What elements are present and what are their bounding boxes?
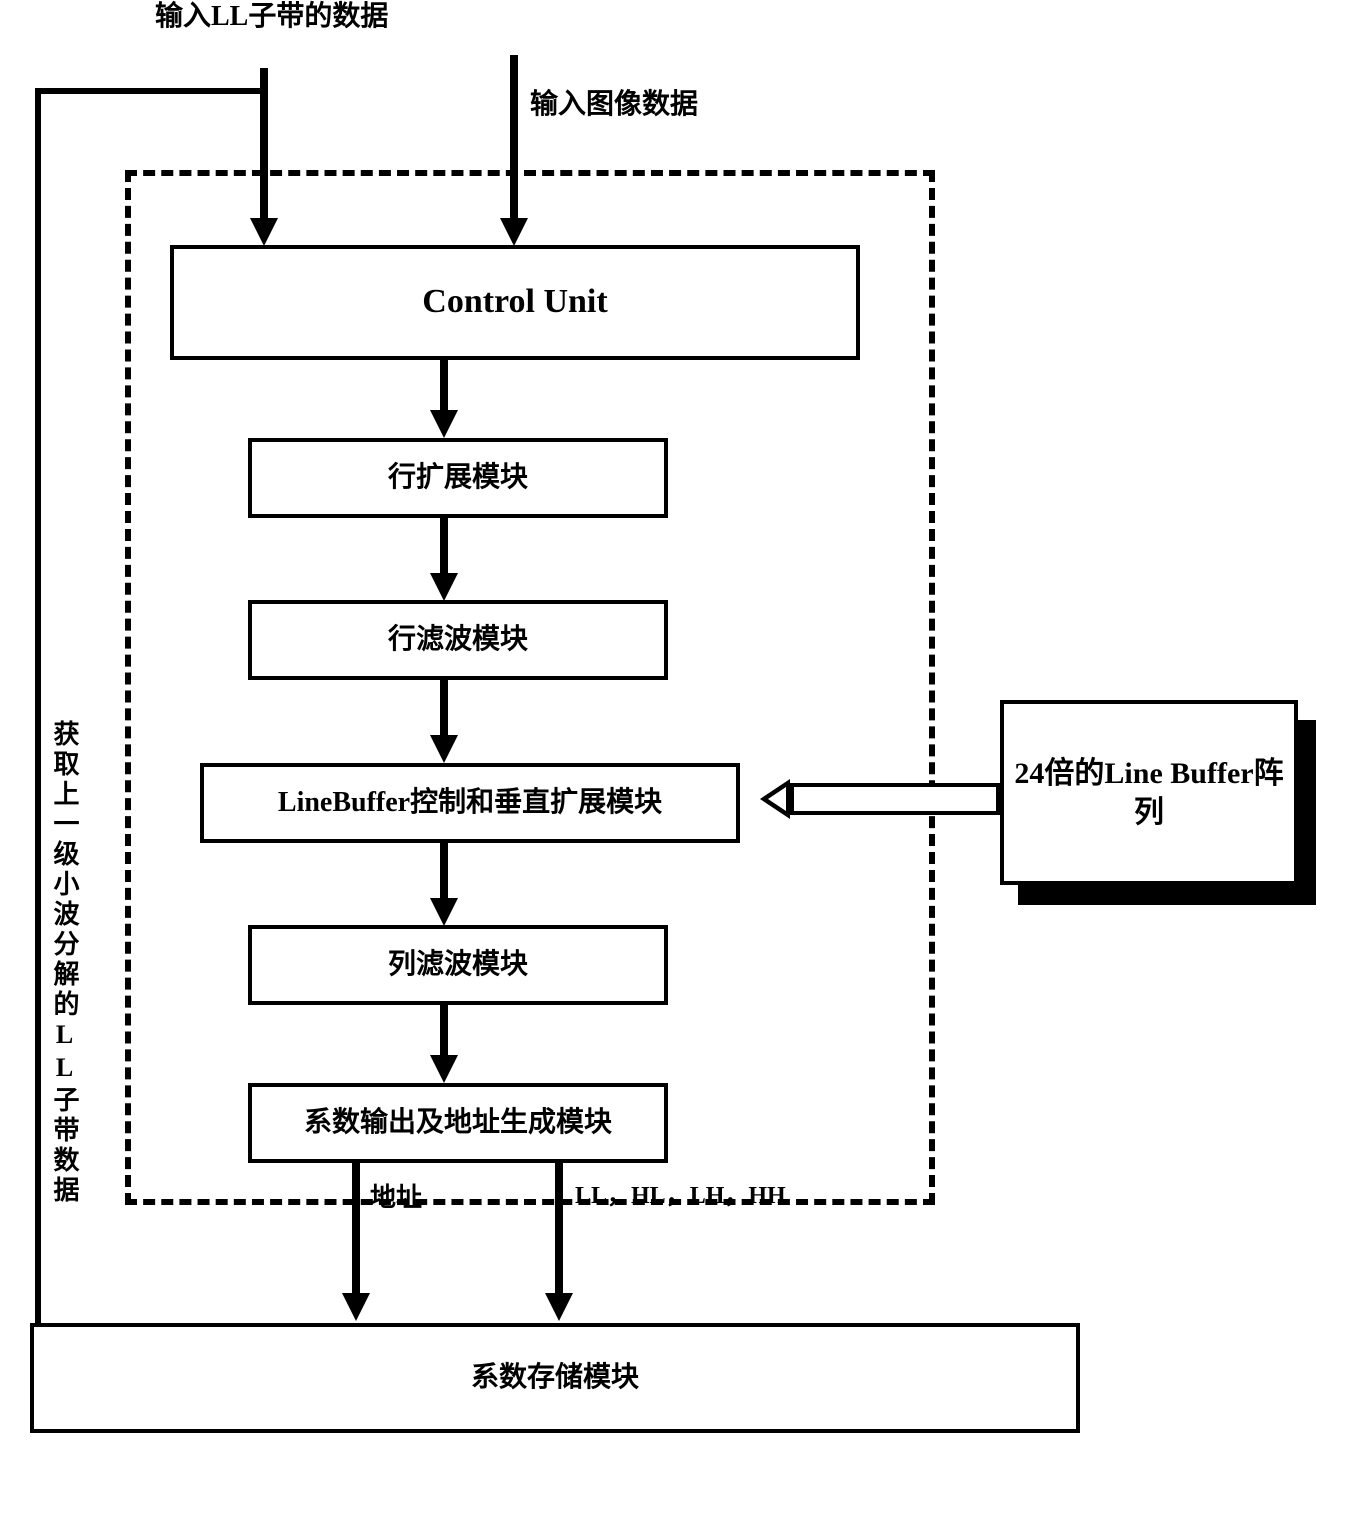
feedback-vertical bbox=[35, 88, 41, 1323]
arrow-rowexp-rowfilt-head bbox=[430, 573, 458, 601]
hollow-arrow-head bbox=[760, 779, 790, 819]
feedback-horizontal bbox=[35, 88, 260, 94]
arrow-colfilt-coeffout bbox=[440, 1005, 448, 1060]
arrow-rowexp-rowfilt bbox=[440, 518, 448, 578]
feedback-label: 获取上一级小波分解的LL子带数据 bbox=[45, 720, 84, 1206]
address-label: 地址 bbox=[370, 1182, 422, 1213]
arrow-cu-rowexp-head bbox=[430, 410, 458, 438]
linebuffer-control-text: LineBuffer控制和垂直扩展模块 bbox=[274, 781, 666, 825]
arrow-colfilt-coeffout-head bbox=[430, 1055, 458, 1083]
arrow-rowfilt-lbc bbox=[440, 680, 448, 740]
row-filter-text: 行滤波模块 bbox=[384, 618, 532, 662]
arrow-subbands-head bbox=[545, 1293, 573, 1321]
arrow-address-head bbox=[342, 1293, 370, 1321]
coeff-output-box: 系数输出及地址生成模块 bbox=[248, 1083, 668, 1163]
subbands-label: LL，HL，LH，HH bbox=[575, 1182, 786, 1211]
arrow-lbc-colfilt-head bbox=[430, 898, 458, 926]
coeff-output-text: 系数输出及地址生成模块 bbox=[300, 1101, 616, 1145]
arrow-address bbox=[352, 1163, 360, 1298]
buffer-array-text: 24倍的Line Buffer阵列 bbox=[1004, 744, 1294, 842]
row-expand-box: 行扩展模块 bbox=[248, 438, 668, 518]
linebuffer-control-box: LineBuffer控制和垂直扩展模块 bbox=[200, 763, 740, 843]
hollow-arrow-bar bbox=[790, 783, 1000, 815]
row-expand-text: 行扩展模块 bbox=[384, 456, 532, 500]
coeff-storage-box: 系数存储模块 bbox=[30, 1323, 1080, 1433]
control-unit-box: Control Unit bbox=[170, 245, 860, 360]
col-filter-text: 列滤波模块 bbox=[384, 943, 532, 987]
row-filter-box: 行滤波模块 bbox=[248, 600, 668, 680]
input-image-data-label: 输入图像数据 bbox=[530, 88, 698, 122]
diagram-container: 输入LL子带的数据 输入图像数据 Control Unit 行扩展模块 行滤波模… bbox=[0, 0, 1364, 1520]
col-filter-box: 列滤波模块 bbox=[248, 925, 668, 1005]
control-unit-text: Control Unit bbox=[418, 276, 611, 328]
buffer-array-box: 24倍的Line Buffer阵列 bbox=[1000, 700, 1298, 885]
arrow-rowfilt-lbc-head bbox=[430, 735, 458, 763]
coeff-storage-text: 系数存储模块 bbox=[467, 1356, 643, 1400]
arrow-cu-rowexp bbox=[440, 360, 448, 415]
arrow-lbc-colfilt bbox=[440, 843, 448, 903]
arrow-subbands bbox=[555, 1163, 563, 1298]
input-ll-label: 输入LL子带的数据 bbox=[155, 0, 395, 34]
